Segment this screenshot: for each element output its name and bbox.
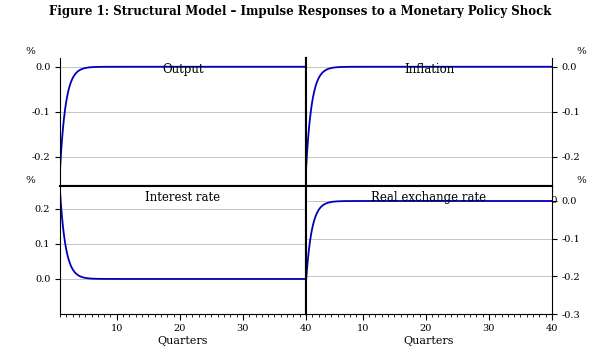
Text: %: % xyxy=(577,176,586,184)
X-axis label: Quarters: Quarters xyxy=(404,336,454,346)
X-axis label: Quarters: Quarters xyxy=(158,336,208,346)
Text: Interest rate: Interest rate xyxy=(145,191,221,204)
Text: %: % xyxy=(577,48,586,56)
Text: Inflation: Inflation xyxy=(404,63,454,76)
Text: Real exchange rate: Real exchange rate xyxy=(371,191,487,204)
Text: %: % xyxy=(26,176,35,184)
Text: Output: Output xyxy=(162,63,204,76)
Text: Figure 1: Structural Model – Impulse Responses to a Monetary Policy Shock: Figure 1: Structural Model – Impulse Res… xyxy=(49,5,551,18)
Text: %: % xyxy=(26,48,35,56)
